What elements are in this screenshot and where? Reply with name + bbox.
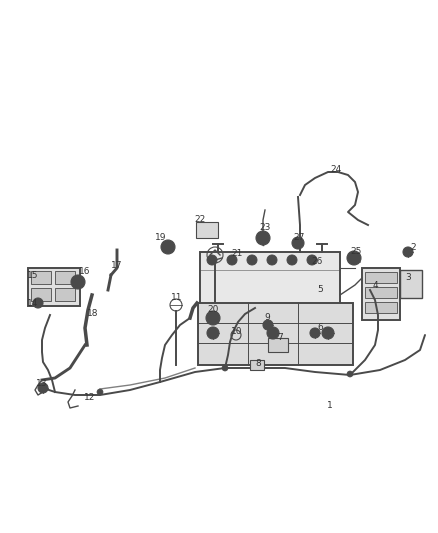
- Text: 4: 4: [372, 280, 378, 289]
- Circle shape: [207, 255, 217, 265]
- Text: 20: 20: [207, 305, 219, 314]
- Circle shape: [207, 327, 219, 339]
- Text: 16: 16: [79, 268, 91, 277]
- Text: 6: 6: [317, 324, 323, 333]
- Text: 9: 9: [264, 313, 270, 322]
- Text: 18: 18: [87, 309, 99, 318]
- Circle shape: [38, 383, 48, 393]
- Circle shape: [287, 255, 297, 265]
- Circle shape: [71, 275, 85, 289]
- Circle shape: [97, 389, 103, 395]
- Circle shape: [307, 255, 317, 265]
- Text: 12: 12: [84, 393, 95, 402]
- Bar: [196, 222, 218, 238]
- Circle shape: [310, 328, 320, 338]
- Text: 17: 17: [111, 261, 123, 270]
- Bar: [31, 288, 51, 301]
- Bar: [365, 272, 397, 283]
- Text: 8: 8: [255, 359, 261, 367]
- Text: 7: 7: [277, 334, 283, 343]
- Bar: [55, 288, 75, 301]
- Circle shape: [256, 231, 270, 245]
- Circle shape: [347, 371, 353, 377]
- Bar: [362, 268, 400, 320]
- Text: 10: 10: [231, 327, 243, 336]
- Bar: [55, 271, 75, 284]
- Bar: [198, 303, 353, 365]
- Circle shape: [322, 327, 334, 339]
- Circle shape: [206, 311, 220, 325]
- Circle shape: [161, 240, 175, 254]
- Circle shape: [222, 365, 228, 371]
- Text: 26: 26: [311, 257, 323, 266]
- Bar: [268, 338, 288, 352]
- Circle shape: [292, 237, 304, 249]
- Bar: [28, 268, 80, 306]
- Text: 21: 21: [231, 248, 243, 257]
- Circle shape: [263, 320, 273, 330]
- Text: 23: 23: [259, 223, 271, 232]
- Bar: [31, 271, 51, 284]
- Circle shape: [267, 255, 277, 265]
- Circle shape: [227, 255, 237, 265]
- Text: 5: 5: [317, 286, 323, 295]
- Circle shape: [403, 247, 413, 257]
- Text: 27: 27: [293, 233, 305, 243]
- Text: 19: 19: [155, 233, 167, 243]
- Circle shape: [247, 255, 257, 265]
- Text: 15: 15: [27, 271, 39, 280]
- Text: 2: 2: [410, 244, 416, 253]
- Bar: [365, 302, 397, 313]
- Bar: [250, 360, 264, 370]
- Bar: [200, 252, 340, 310]
- Text: 22: 22: [194, 215, 205, 224]
- Circle shape: [33, 298, 43, 308]
- Circle shape: [267, 327, 279, 339]
- Text: 14: 14: [27, 298, 39, 308]
- Text: 13: 13: [36, 378, 48, 387]
- Text: 1: 1: [327, 400, 333, 409]
- Circle shape: [165, 244, 171, 250]
- Text: 11: 11: [171, 294, 183, 303]
- Text: 3: 3: [405, 273, 411, 282]
- Text: 25: 25: [350, 247, 362, 256]
- Circle shape: [347, 251, 361, 265]
- Text: 24: 24: [330, 166, 342, 174]
- Bar: [365, 287, 397, 298]
- Bar: [400, 270, 422, 298]
